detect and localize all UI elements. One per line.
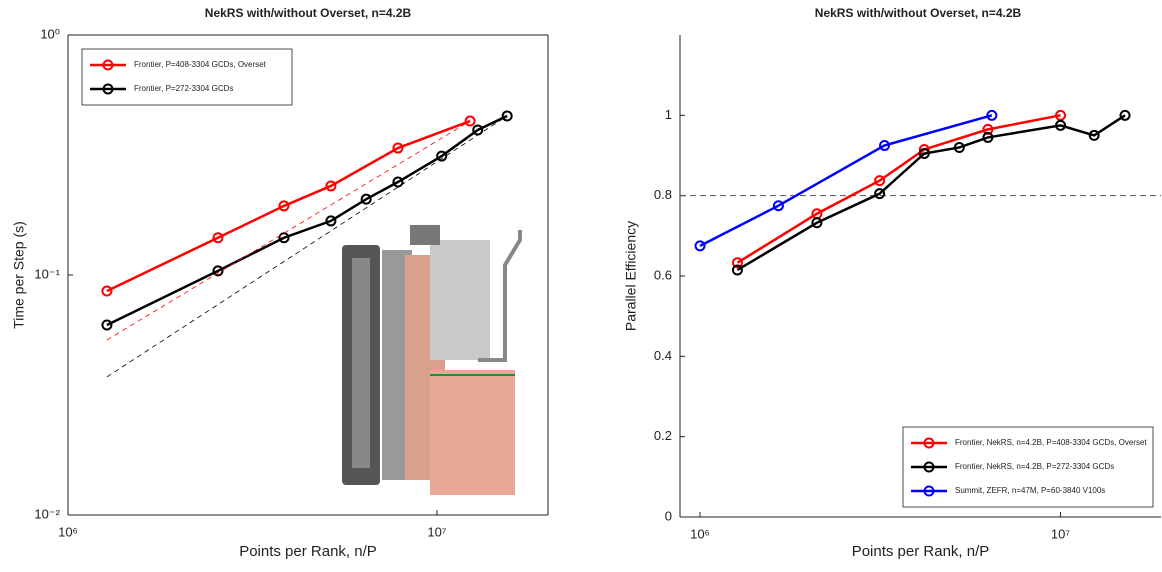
legend-label: Frontier, NekRS, n=4.2B, P=272-3304 GCDs xyxy=(955,462,1114,471)
y-axis-label: Time per Step (s) xyxy=(11,221,27,329)
series-line xyxy=(736,114,1061,264)
x-axis-label: Points per Rank, n/P xyxy=(239,543,377,560)
y-tick-label: 10⁰ xyxy=(40,26,60,41)
reference-line xyxy=(106,115,508,378)
marker xyxy=(694,240,706,252)
marker xyxy=(101,285,113,297)
marker xyxy=(918,147,930,159)
chart-title: NekRS with/without Overset, n=4.2B xyxy=(205,6,412,20)
reference-line xyxy=(106,120,471,341)
legend-marker xyxy=(923,485,935,497)
y-tick-label: 10⁻¹ xyxy=(34,266,60,281)
inset-rendering xyxy=(342,225,522,495)
marker xyxy=(879,139,891,151)
marker xyxy=(731,264,743,276)
legend-marker xyxy=(102,83,114,95)
marker xyxy=(982,131,994,143)
marker xyxy=(1055,119,1067,131)
legend xyxy=(81,48,293,106)
legend-label: Frontier, P=408-3304 GCDs, Overset xyxy=(134,60,267,69)
y-axis-label: Parallel Efficiency xyxy=(623,221,639,331)
x-tick-label: 10⁶ xyxy=(690,526,710,541)
x-tick-label: 10⁶ xyxy=(58,524,78,539)
marker xyxy=(874,188,886,200)
y-tick-label: 10⁻² xyxy=(34,506,60,521)
marker xyxy=(874,175,886,187)
y-tick-label: 0 xyxy=(665,508,672,523)
legend-marker xyxy=(102,59,114,71)
marker xyxy=(392,142,404,154)
marker xyxy=(212,265,224,277)
marker xyxy=(1119,109,1131,121)
marker xyxy=(472,124,484,136)
marker xyxy=(325,215,337,227)
marker xyxy=(464,115,476,127)
legend-marker xyxy=(923,461,935,473)
marker xyxy=(392,176,404,188)
y-tick-label: 0.2 xyxy=(654,428,672,443)
series-line xyxy=(699,114,993,247)
y-tick-label: 0.6 xyxy=(654,267,672,282)
legend-label: Summit, ZEFR, n=47M, P=60-3840 V100s xyxy=(955,486,1105,495)
marker xyxy=(1088,129,1100,141)
marker xyxy=(731,257,743,269)
y-tick-label: 1 xyxy=(665,107,672,122)
series-line xyxy=(736,114,1126,272)
series-line xyxy=(106,119,471,293)
marker xyxy=(278,200,290,212)
y-tick-label: 0.8 xyxy=(654,187,672,202)
marker xyxy=(953,141,965,153)
marker xyxy=(212,232,224,244)
marker xyxy=(811,217,823,229)
chart-title: NekRS with/without Overset, n=4.2B xyxy=(815,6,1022,20)
marker xyxy=(436,150,448,162)
x-tick-label: 10⁷ xyxy=(427,524,446,539)
marker xyxy=(986,109,998,121)
marker xyxy=(360,193,372,205)
marker xyxy=(772,200,784,212)
marker xyxy=(1055,109,1067,121)
marker xyxy=(501,110,513,122)
x-axis-label: Points per Rank, n/P xyxy=(852,543,990,560)
y-tick-label: 0.4 xyxy=(654,348,672,363)
legend-label: Frontier, P=272-3304 GCDs xyxy=(134,84,233,93)
x-tick-label: 10⁷ xyxy=(1051,526,1070,541)
legend-label: Frontier, NekRS, n=4.2B, P=408-3304 GCDs… xyxy=(955,438,1147,447)
marker xyxy=(325,180,337,192)
marker xyxy=(101,319,113,331)
marker xyxy=(278,232,290,244)
legend-marker xyxy=(923,437,935,449)
